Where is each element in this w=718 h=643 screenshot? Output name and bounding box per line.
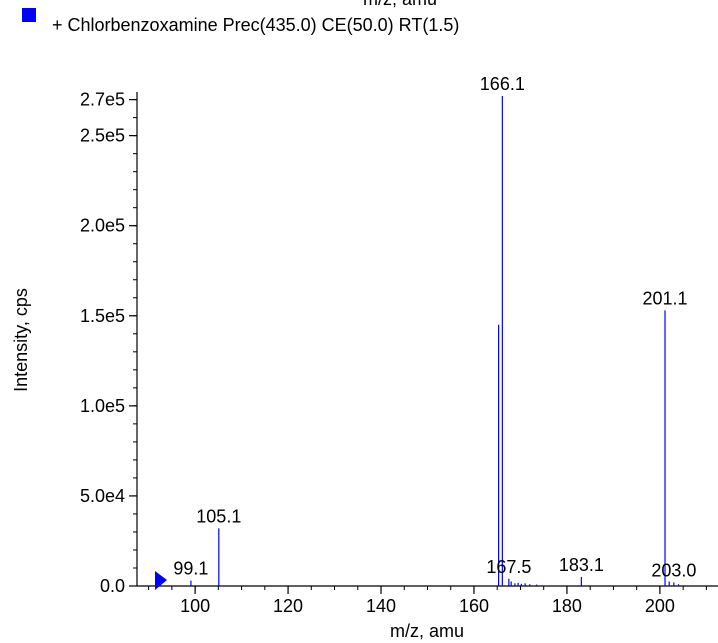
x-tick-label: 140 [366, 596, 396, 616]
legend-swatch [22, 8, 36, 22]
top-axis-label: m/z, amu [363, 0, 437, 9]
y-tick-label: 2.0e5 [80, 216, 125, 236]
peak-label: 201.1 [642, 288, 687, 308]
baseline-marker [155, 571, 167, 590]
x-tick-label: 160 [459, 596, 489, 616]
peak-label: 203.0 [651, 560, 696, 580]
y-tick-label: 5.0e4 [80, 486, 125, 506]
x-axis-title: m/z, amu [390, 621, 464, 641]
y-tick-label: 1.0e5 [80, 396, 125, 416]
peak-label: 105.1 [196, 506, 241, 526]
y-axis-title: Intensity, cps [11, 288, 31, 392]
axes: 0.0 5.0e4 1.0e5 1.5e5 2.0e5 2.5e5 2.7e5 100 120 1… [80, 90, 718, 616]
y-tick-label: 1.5e5 [80, 306, 125, 326]
peak-label: 183.1 [559, 555, 604, 575]
x-tick-label: 100 [180, 596, 210, 616]
peak-label: 166.1 [480, 74, 525, 94]
peak-label: 167.5 [486, 557, 531, 577]
x-tick-label: 200 [645, 596, 675, 616]
y-tick-label: 2.7e5 [80, 90, 125, 110]
y-tick-label: 2.5e5 [80, 126, 125, 146]
x-tick-label: 120 [273, 596, 303, 616]
peak-label: 99.1 [173, 559, 208, 579]
y-tick-label: 0.0 [100, 576, 125, 596]
legend-label: + Chlorbenzoxamine Prec(435.0) CE(50.0) … [52, 15, 459, 35]
x-tick-label: 180 [552, 596, 582, 616]
peak-labels-layer: 99.1 105.1 166.1 167.5 183.1 201.1 203.0 [173, 74, 696, 580]
peaks-layer [190, 96, 680, 586]
